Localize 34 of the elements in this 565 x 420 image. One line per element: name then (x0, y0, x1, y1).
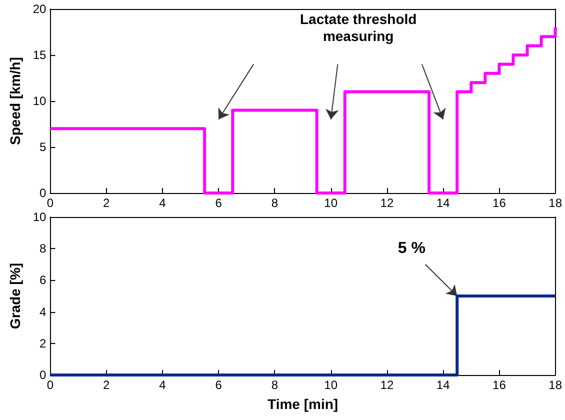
annotation: Lactate threshold measuring (300, 10, 417, 44)
x-tick-label: 14 (436, 196, 450, 210)
x-axis-title: Time [min] (268, 396, 338, 412)
x-tick-label: 14 (436, 378, 450, 392)
annotation: 5 % (398, 240, 426, 258)
y-tick-label: 8 (40, 242, 47, 256)
x-tick-label: 2 (103, 378, 110, 392)
x-tick-label: 6 (215, 196, 222, 210)
y-tick-label: 10 (32, 210, 47, 224)
x-tick-label: 12 (380, 196, 394, 210)
y-tick-label: 5 (40, 140, 47, 154)
y-tick-label: 2 (40, 336, 47, 350)
x-tick-label: 18 (548, 378, 562, 392)
y-tick-label: 6 (40, 273, 47, 288)
y-axis-title: Speed [km/h] (7, 57, 23, 145)
x-tick-label: 12 (380, 378, 394, 392)
x-tick-label: 16 (492, 196, 506, 210)
x-tick-label: 2 (103, 196, 110, 210)
x-tick-label: 10 (324, 378, 338, 392)
x-tick-label: 10 (324, 196, 338, 210)
x-tick-label: 8 (271, 378, 278, 392)
y-axis-title: Grade [%] (7, 262, 23, 330)
y-tick-label: 20 (32, 2, 47, 16)
x-tick-label: 4 (159, 378, 166, 392)
y-tick-label: 0 (40, 186, 47, 200)
x-tick-label: 6 (215, 378, 222, 392)
y-tick-label: 4 (40, 304, 47, 319)
y-tick-label: 10 (32, 94, 47, 108)
x-tick-label: 16 (492, 378, 506, 392)
x-tick-label: 4 (159, 196, 166, 210)
y-tick-label: 0 (40, 368, 47, 382)
y-tick-label: 15 (32, 48, 47, 62)
x-tick-label: 18 (548, 196, 562, 210)
x-tick-label: 8 (271, 196, 278, 210)
